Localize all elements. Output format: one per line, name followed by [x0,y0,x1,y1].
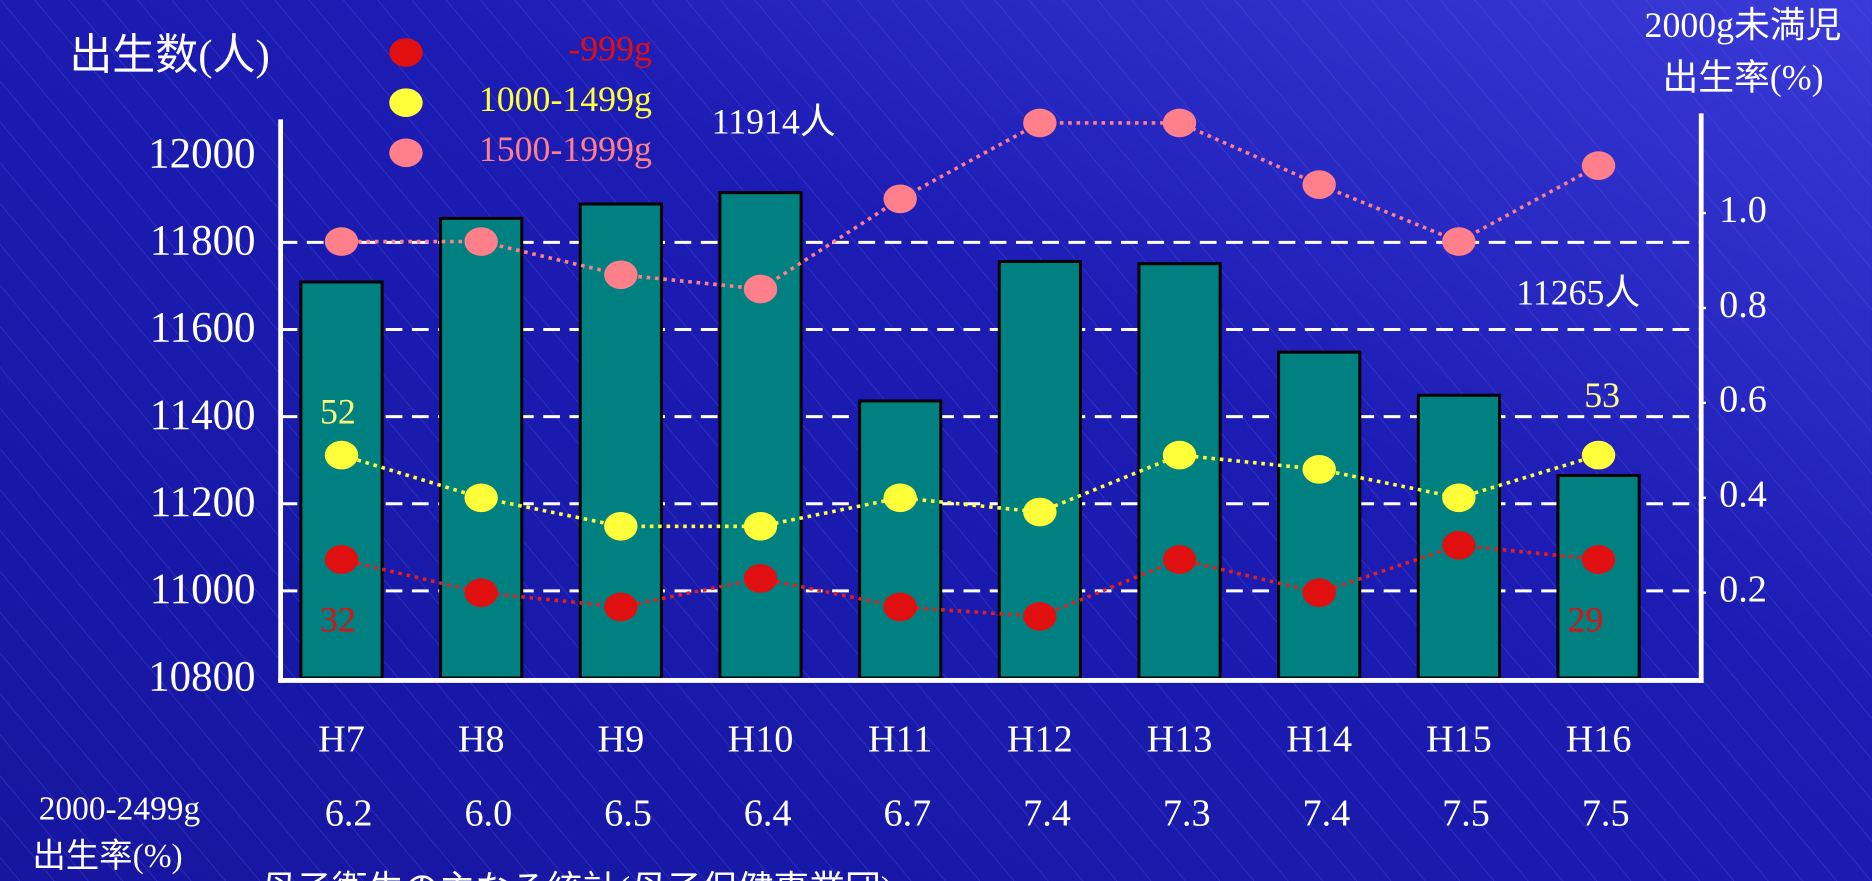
rate-value: 6.7 [883,792,931,834]
series-line [341,121,1600,291]
annotation: 32 [320,599,356,639]
legend-label: 1000-1499g [479,79,652,119]
series-point [324,440,359,470]
series-point [1302,455,1336,484]
rate-value: 7.3 [1163,792,1211,834]
x-tick-label: H9 [598,718,645,760]
series-point [1023,602,1057,631]
legend-marker [389,38,423,67]
annotation: 11914人 [712,102,836,142]
x-tick-label: H12 [1007,718,1073,760]
rate-value: 6.0 [464,792,512,834]
x-tick-label: H10 [728,718,794,760]
series-point [1162,545,1197,574]
rate-value: 7.5 [1582,792,1630,834]
bar [1137,262,1222,680]
series-point [1162,440,1197,470]
series-point [1442,227,1476,256]
rate-value: 7.4 [1302,792,1350,834]
series-point [604,592,638,622]
x-tick-label: H15 [1426,718,1492,760]
x-tick-label: H13 [1147,718,1213,760]
source: 母子衛生の主なる統計(母子保健事業団) [260,869,892,881]
series-point [324,545,359,574]
y-tick-label: 11400 [150,392,256,439]
bar [858,399,943,680]
series-point [743,274,778,304]
series-point [1442,530,1476,560]
row-label: 出生率(%) [32,838,182,875]
bar [718,191,803,680]
x-tick-label: H11 [868,718,932,760]
annotation: 52 [320,392,356,432]
series-point [1581,440,1616,470]
series-point [464,483,498,513]
row-label: 2000-2499g [39,790,201,827]
y2-tick-label: 0.4 [1719,474,1767,516]
x-tick-label: H8 [458,718,505,760]
y-tick-label: 11800 [150,218,256,265]
y2-axis-label: 出生率(%) [1662,57,1823,97]
x-tick-label: H7 [318,718,365,760]
series-point [1023,497,1057,527]
series-point [604,260,638,290]
series-line [340,453,1600,529]
y-tick-label: 11200 [150,479,256,526]
bar [1277,350,1362,680]
series-point [1162,108,1197,138]
annotation: 11265人 [1516,272,1640,312]
y-tick-label: 11000 [150,566,256,613]
bar [1556,473,1641,680]
series-point [1302,578,1336,608]
legend-marker [389,88,423,117]
series-point [464,227,498,256]
bar [439,216,524,680]
series-point [1581,545,1616,574]
series-point [883,592,917,622]
legend-label: 1500-1999g [479,129,652,169]
y2-tick-label: 0.2 [1719,568,1767,610]
y-axis-label: 出生数(人) [69,33,269,80]
rate-value: 7.4 [1023,792,1071,834]
y2-axis-label: 2000g未満児 [1645,5,1842,45]
rate-value: 6.4 [744,792,792,834]
series-point [1581,151,1616,180]
y2-tick-label: 0.6 [1719,379,1767,421]
y2-tick-label: 1.0 [1719,189,1767,231]
series-point [743,564,778,593]
series-point [324,227,359,256]
y-tick-label: 11600 [150,305,256,352]
x-tick-label: H16 [1566,718,1632,760]
annotation: 53 [1584,375,1620,415]
series-point [1302,170,1336,199]
series-point [743,511,778,541]
annotation: 29 [1568,599,1604,639]
series-point [883,483,917,513]
series-point [1442,483,1476,513]
y2-tick-label: 0.8 [1719,284,1767,326]
x-tick-label: H14 [1286,718,1352,760]
legend-label: -999g [568,29,652,69]
series-point [883,184,917,214]
series-point [1023,108,1057,138]
rate-value: 6.2 [325,792,373,834]
series-point [604,511,638,541]
y-tick-label: 10800 [148,653,255,700]
y-tick-label: 12000 [148,130,255,177]
legend-marker [389,138,423,168]
series-point [464,578,498,608]
rate-value: 6.5 [604,792,652,834]
rate-value: 7.5 [1442,792,1490,834]
